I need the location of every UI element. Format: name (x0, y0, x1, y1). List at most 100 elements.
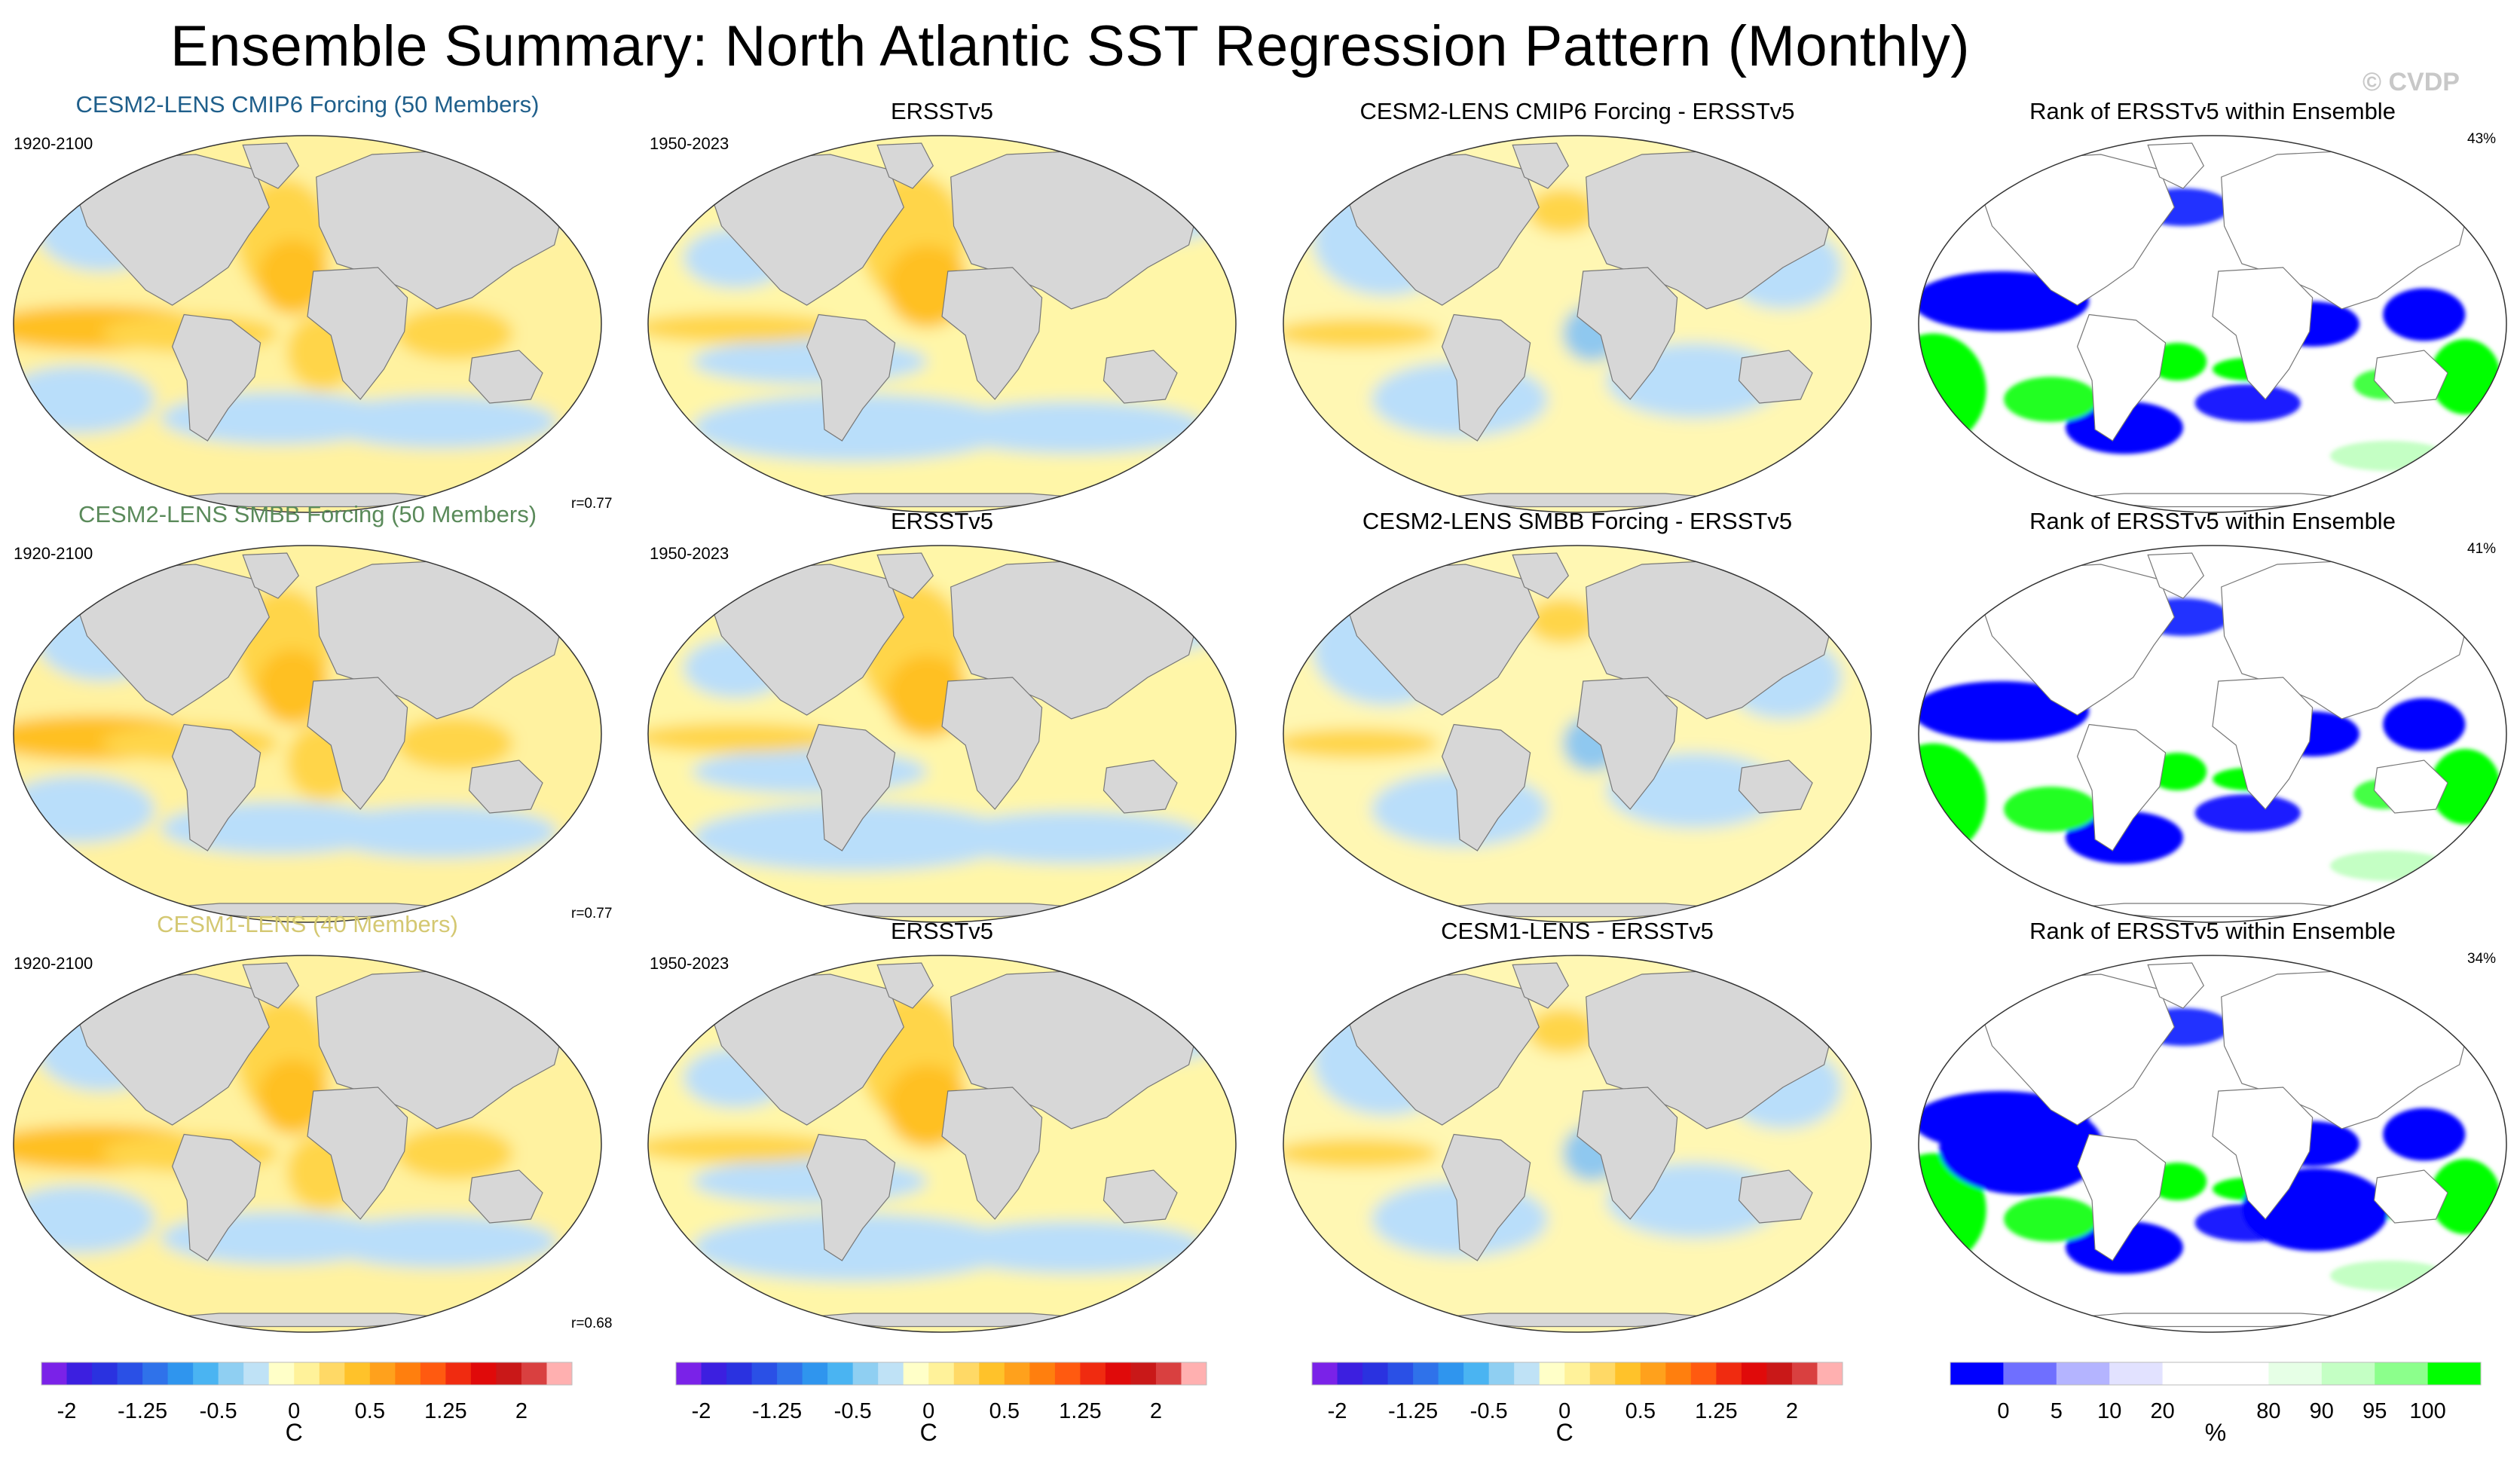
land-mass (1341, 154, 1540, 306)
land-mass (706, 154, 904, 306)
anomaly-region (2194, 794, 2301, 832)
diff-panel-title: CESM1-LENS - ERSSTv5 (1441, 918, 1714, 944)
land-mass (2051, 1313, 2375, 1328)
map-border (13, 135, 602, 513)
colorbar-swatch (1766, 1362, 1793, 1385)
colorbar-swatch (496, 1362, 522, 1385)
ensemble-panel-title: CESM2-LENS CMIP6 Forcing (50 Members) (75, 91, 540, 118)
land-mass (1577, 267, 1678, 400)
diff-map-panel (1283, 135, 1872, 513)
colorbar-swatch (701, 1362, 727, 1385)
land-mass (706, 974, 904, 1126)
colorbar-swatch (1791, 1362, 1818, 1385)
land-mass (145, 1313, 469, 1328)
map-border (1918, 545, 2507, 923)
anomaly-region (692, 803, 1016, 872)
rank-percent-label: 43% (2467, 131, 2497, 147)
colorbar-swatch (66, 1362, 93, 1385)
anomaly-region (2330, 441, 2448, 471)
colorbar-tick-label: 0.5 (355, 1399, 385, 1423)
anomaly-region (648, 313, 839, 343)
land-mass (1102, 350, 1178, 404)
colorbar-swatch (777, 1362, 803, 1385)
rank-percent-label: 34% (2467, 951, 2497, 967)
period-label: 1950-2023 (650, 954, 729, 973)
land-mass (2051, 903, 2375, 918)
colorbar-unit-label: % (2205, 1419, 2226, 1442)
colorbar-swatch (1362, 1362, 1389, 1385)
colorbar-swatch (1665, 1362, 1692, 1385)
anomaly-region (2004, 377, 2098, 422)
colorbar-swatch (2162, 1362, 2216, 1385)
map-border (1918, 955, 2507, 1333)
obs-panel-title: ERSSTv5 (890, 918, 994, 944)
colorbar-tick-label: 2 (1786, 1399, 1798, 1423)
colorbar-tick-label: 0 (1997, 1399, 2009, 1423)
colorbar-swatch (1312, 1362, 1338, 1385)
colorbar-outline (675, 1362, 1207, 1386)
land-mass (1738, 350, 1813, 404)
ensemble-map-panel (13, 955, 602, 1333)
colorbar-swatch (41, 1362, 68, 1385)
obs-colorbar: -2 -1.25 -0.5 0 0.5 1.25 2 C (675, 1362, 1207, 1442)
colorbar-swatch (979, 1362, 1005, 1385)
colorbar-swatch (878, 1362, 904, 1385)
colorbar-swatch (2321, 1362, 2375, 1385)
land-mass (2076, 313, 2167, 442)
colorbar-swatch (1105, 1362, 1131, 1385)
colorbar-swatch (142, 1362, 169, 1385)
rank-map-panel (1918, 955, 2507, 1333)
land-mass (72, 564, 270, 716)
land-mass (2373, 350, 2448, 404)
land-mass (468, 760, 543, 814)
anomaly-region (322, 396, 558, 448)
rank-map-panel (1918, 545, 2507, 923)
land-mass (876, 552, 934, 599)
colorbar-tick-label: 0 (1558, 1399, 1570, 1423)
rank-percent-label: 41% (2467, 541, 2497, 557)
colorbar-swatch (167, 1362, 194, 1385)
land-mass (468, 1169, 543, 1224)
map-border (1283, 135, 1872, 513)
anomaly-region (648, 1132, 839, 1163)
anomaly-region (1919, 271, 2090, 332)
pattern-correlation-label: r=0.68 (571, 1316, 613, 1331)
anomaly-region (692, 393, 1016, 462)
ensemble-panel-title: CESM2-LENS SMBB Forcing (50 Members) (78, 501, 537, 527)
colorbar-swatch (1387, 1362, 1414, 1385)
colorbar-outline (41, 1362, 573, 1386)
colorbar-tick-label: -1.25 (118, 1399, 167, 1423)
anomaly-region (396, 307, 513, 360)
land-mass (171, 313, 261, 442)
colorbar-swatch (827, 1362, 854, 1385)
anomaly-region (1939, 1100, 2104, 1195)
land-mass (1441, 723, 1531, 851)
land-mass (2147, 552, 2205, 599)
period-label: 1920-2100 (14, 544, 93, 563)
land-mass (2212, 267, 2314, 400)
colorbar-tick-label: -2 (692, 1399, 711, 1423)
anomaly-region (1919, 681, 2090, 741)
period-label: 1950-2023 (650, 134, 729, 153)
colorbar-tick-label: 90 (2310, 1399, 2334, 1423)
land-mass (806, 723, 896, 851)
colorbar-swatch (2056, 1362, 2110, 1385)
land-mass (468, 350, 543, 404)
colorbar-tick-label: 1.25 (1695, 1399, 1737, 1423)
land-mass (242, 552, 300, 599)
period-label: 1920-2100 (14, 954, 93, 973)
land-mass (780, 493, 1104, 508)
anomaly-region (1283, 728, 1439, 759)
colorbar-swatch (751, 1362, 778, 1385)
land-mass (1738, 760, 1813, 814)
land-mass (242, 962, 300, 1009)
colorbar-swatch (1716, 1362, 1742, 1385)
colorbar-tick-label: 100 (2409, 1399, 2445, 1423)
colorbar-tick-label: 1.25 (1059, 1399, 1101, 1423)
ensemble-colorbar: -2 -1.25 -0.5 0 0.5 1.25 2 C (41, 1362, 573, 1442)
colorbar-swatch (243, 1362, 270, 1385)
land-mass (2051, 493, 2375, 508)
ensemble-map-panel (13, 545, 602, 923)
colorbar-tick-label: 95 (2362, 1399, 2387, 1423)
land-mass (307, 677, 408, 810)
